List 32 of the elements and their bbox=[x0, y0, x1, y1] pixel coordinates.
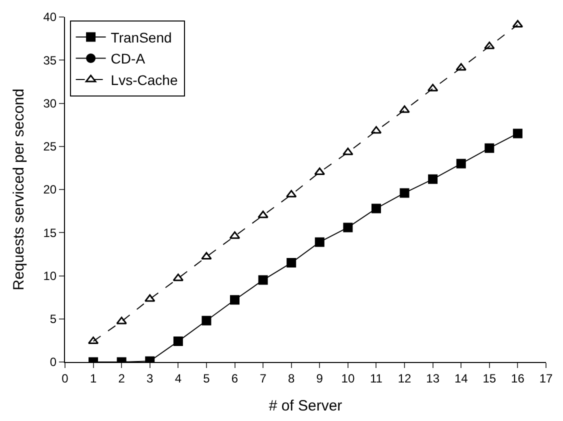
x-tick-label: 13 bbox=[426, 371, 440, 386]
y-tick-label: 15 bbox=[43, 226, 57, 240]
x-axis-title: # of Server bbox=[268, 397, 342, 414]
y-tick-label: 20 bbox=[43, 182, 57, 197]
x-tick-label: 8 bbox=[288, 371, 296, 386]
x-tick-label: 16 bbox=[511, 371, 525, 386]
x-tick-label: 6 bbox=[231, 371, 238, 386]
y-axis-title: Requests serviced per second bbox=[10, 88, 28, 290]
y-tick-label: 40 bbox=[43, 10, 57, 24]
x-tick-label: 11 bbox=[370, 371, 383, 386]
legend-label: CD-A bbox=[110, 50, 146, 67]
x-tick-label: 7 bbox=[260, 371, 267, 386]
x-tick-label: 1 bbox=[90, 371, 97, 386]
y-tick-label: 5 bbox=[50, 312, 57, 326]
legend-label: Lvs-Cache bbox=[110, 72, 178, 88]
legend-label: TranSend bbox=[110, 30, 172, 46]
x-tick-label: 10 bbox=[341, 371, 355, 386]
x-tick-label: 15 bbox=[482, 371, 496, 386]
x-tick-label: 17 bbox=[539, 371, 553, 386]
y-tick-label: 25 bbox=[43, 140, 57, 154]
x-tick-label: 14 bbox=[454, 371, 468, 386]
x-tick-label: 5 bbox=[203, 371, 210, 386]
x-tick-label: 2 bbox=[118, 371, 126, 386]
y-tick-label: 10 bbox=[43, 268, 57, 283]
x-tick-label: 12 bbox=[398, 371, 412, 386]
x-tick-label: 3 bbox=[146, 371, 154, 386]
y-tick-label: 30 bbox=[43, 96, 57, 110]
x-tick-label: 9 bbox=[316, 371, 324, 386]
y-tick-label: 0 bbox=[50, 355, 57, 370]
y-tick-label: 35 bbox=[43, 53, 57, 68]
x-tick-label: 0 bbox=[62, 371, 69, 386]
x-tick-label: 4 bbox=[174, 371, 182, 386]
